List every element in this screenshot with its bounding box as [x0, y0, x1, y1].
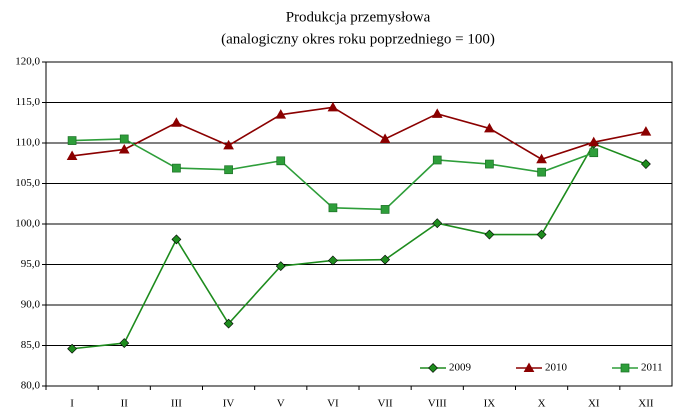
- legend-label: 2009: [449, 362, 472, 374]
- marker: [119, 134, 129, 144]
- marker: [432, 218, 443, 229]
- y-tick-label: 105,0: [15, 177, 40, 189]
- marker: [536, 229, 547, 240]
- x-tick-label: I: [70, 398, 74, 409]
- marker: [67, 136, 77, 145]
- marker: [484, 122, 495, 133]
- marker: [328, 203, 338, 213]
- marker: [172, 163, 181, 173]
- y-tick-label: 85,0: [21, 339, 41, 351]
- marker: [171, 234, 182, 245]
- x-tick-label: III: [171, 398, 182, 409]
- y-tick-label: 120,0: [15, 56, 40, 68]
- marker: [640, 159, 651, 169]
- chart-subtitle: (analogiczny okres roku poprzedniego = 1…: [221, 31, 495, 47]
- marker: [588, 136, 600, 147]
- marker: [484, 229, 495, 240]
- x-tick-label: VIII: [428, 398, 447, 409]
- marker: [380, 205, 390, 214]
- marker: [275, 261, 286, 272]
- marker: [66, 150, 78, 160]
- x-tick-label: II: [121, 398, 129, 409]
- chart-title: Produkcja przemysłowa: [286, 9, 431, 25]
- marker: [118, 143, 130, 154]
- x-tick-label: XII: [638, 398, 654, 409]
- marker: [223, 318, 234, 329]
- y-tick-label: 90,0: [21, 299, 41, 311]
- y-tick-label: 95,0: [21, 258, 41, 270]
- marker: [275, 109, 287, 119]
- marker: [431, 108, 443, 118]
- marker: [428, 363, 438, 373]
- marker: [620, 363, 630, 373]
- x-tick-label: IV: [223, 398, 235, 409]
- marker: [523, 362, 535, 372]
- y-tick-label: 115,0: [16, 96, 41, 108]
- marker: [276, 156, 286, 166]
- marker: [171, 117, 182, 127]
- marker: [485, 159, 494, 169]
- marker: [67, 343, 78, 354]
- marker: [379, 133, 391, 143]
- marker: [119, 338, 130, 348]
- marker: [537, 167, 546, 177]
- y-tick-label: 100,0: [15, 218, 40, 230]
- marker: [640, 126, 652, 136]
- series-line: [71, 142, 647, 350]
- y-tick-label: 110,0: [16, 137, 41, 149]
- marker: [327, 255, 338, 266]
- marker: [432, 155, 442, 165]
- x-tick-label: IX: [484, 398, 496, 409]
- x-tick-label: VII: [377, 398, 393, 409]
- marker: [536, 153, 547, 164]
- marker: [224, 165, 233, 175]
- marker: [327, 101, 339, 112]
- series-line: [71, 106, 647, 161]
- y-tick-label: 80,0: [21, 380, 41, 392]
- marker: [223, 139, 234, 150]
- marker: [589, 148, 599, 158]
- x-tick-label: XI: [588, 398, 600, 409]
- marker: [380, 254, 391, 265]
- x-tick-label: V: [277, 398, 285, 409]
- x-tick-label: VI: [327, 398, 339, 409]
- legend-label: 2010: [545, 362, 568, 374]
- legend-label: 2011: [641, 362, 663, 374]
- x-tick-label: X: [538, 398, 546, 409]
